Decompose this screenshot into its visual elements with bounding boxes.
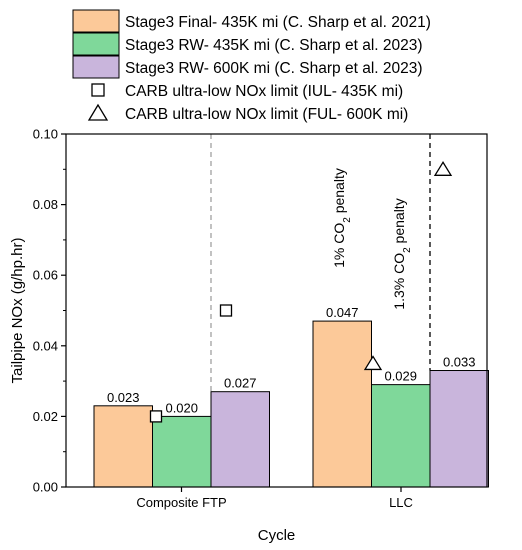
y-tick-label: 0.00: [33, 480, 58, 495]
marker-triangle: [363, 355, 383, 371]
axes: 0.00 0.02 0.04 0.06 0.08 0.10 Composite FTP LLC…: [9, 127, 488, 544]
data-label: 0.033: [443, 355, 476, 370]
legend-label: Stage3 Final- 435K mi (C. Sharp et al. 2…: [125, 14, 431, 31]
y-tick-label: 0.08: [33, 197, 58, 212]
penalty-annotation: 1% CO2 penalty: [331, 168, 353, 268]
bar: [210, 391, 270, 488]
x-tick-label: LLC: [389, 495, 413, 510]
legend-label: CARB ultra-low NOx limit (IUL- 435K mi): [125, 83, 403, 100]
data-label: 0.047: [326, 305, 359, 320]
bar: [152, 415, 212, 488]
legend-label: Stage3 RW- 435K mi (C. Sharp et al. 2023…: [125, 37, 423, 54]
data-label: 0.027: [224, 376, 257, 391]
legend-label: CARB ultra-low NOx limit (FUL- 600K mi): [125, 106, 408, 123]
y-tick-label: 0.06: [33, 268, 58, 283]
data-label: 0.023: [107, 390, 140, 405]
marker-square: [149, 410, 163, 423]
bar: [93, 405, 153, 488]
data-label: 0.029: [384, 369, 417, 384]
y-axis-title: Tailpipe NOx (g/hp.hr): [9, 238, 26, 384]
legend-label: Stage3 RW- 600K mi (C. Sharp et al. 2023…: [125, 60, 423, 77]
legend-marker-triangle: [87, 103, 109, 121]
y-tick-label: 0.04: [33, 338, 58, 353]
bar: [312, 320, 372, 488]
legend: Stage3 Final- 435K mi (C. Sharp et al. 2…: [72, 9, 431, 123]
x-tick-label: Composite FTP: [136, 495, 226, 510]
legend-swatch: [72, 9, 120, 33]
bar: [371, 384, 431, 488]
penalty-annotation: 1.3% CO2 penalty: [391, 198, 413, 309]
x-axis-title: Cycle: [258, 527, 296, 544]
marker-square: [219, 304, 233, 317]
legend-swatch: [72, 55, 120, 79]
marker-triangle: [433, 161, 453, 176]
plot-area: 0.023 0.047 0.020 0.029 0.027 0.033 1% CO2 pen…: [93, 134, 489, 488]
legend-swatch: [72, 32, 120, 56]
bar: [429, 370, 489, 488]
data-label: 0.020: [165, 400, 198, 415]
y-tick-label: 0.10: [33, 127, 58, 142]
legend-marker-square: [91, 83, 105, 97]
y-tick-label: 0.02: [33, 409, 58, 424]
